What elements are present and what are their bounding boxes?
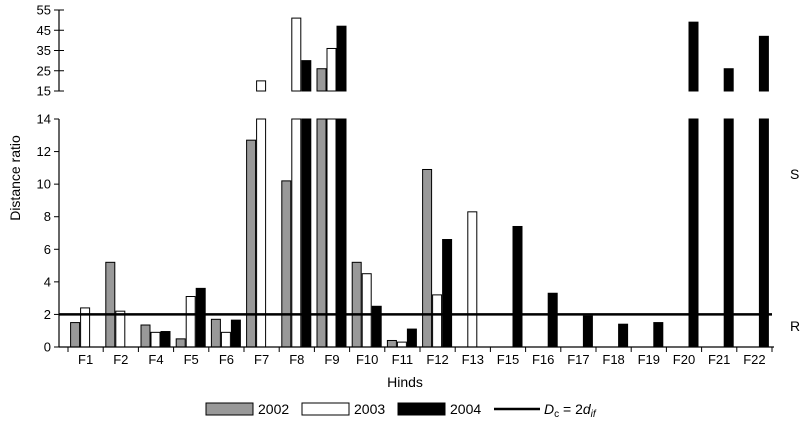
bar-f13-2003	[467, 211, 478, 348]
y-tick-label: 4	[44, 274, 51, 289]
bar-f4-2004	[160, 331, 171, 348]
bar-f6-2003	[220, 331, 231, 348]
bar-f12-2004	[442, 239, 453, 348]
bar-f22-2004-upper	[758, 35, 769, 92]
bars-layer	[70, 17, 769, 348]
bar-f18-2004	[618, 323, 629, 348]
bar-f22-2004-lower	[758, 118, 769, 348]
bar-f7-2002	[246, 139, 257, 348]
bar-f5-2004	[195, 287, 206, 348]
legend-label-2003: 2003	[354, 401, 385, 417]
y-tick-label: 55	[37, 3, 51, 18]
y-tick-label: 25	[37, 63, 51, 78]
y-tick-label: 8	[44, 209, 51, 224]
bar-f11-2003	[396, 341, 407, 348]
x-axis-title: Hinds	[387, 374, 423, 390]
legend-reference-label: Dc = 2dif	[544, 401, 597, 420]
bar-f2-2002	[105, 261, 116, 348]
bar-f10-2004	[371, 305, 382, 348]
legend-swatch-2002	[205, 402, 254, 416]
bar-f6-2002	[210, 318, 221, 348]
legend-label-2004: 2004	[450, 401, 481, 417]
y-tick-label: 35	[37, 43, 51, 58]
bar-f12-2002	[422, 168, 433, 348]
bar-f4-2003	[150, 331, 161, 348]
bar-f9-2003-upper	[326, 47, 337, 92]
x-tick-label-f5: F5	[184, 352, 199, 367]
bar-f7-2003-upper	[256, 80, 267, 92]
x-tick-label-f17: F17	[567, 352, 589, 367]
bar-f11-2002	[386, 339, 397, 348]
bar-f8-2003-lower	[291, 118, 302, 348]
y-tick-label: 12	[37, 144, 51, 159]
bar-f17-2004	[582, 315, 593, 348]
bar-f20-2004-upper	[688, 21, 699, 92]
side-label-r: R	[790, 318, 800, 334]
x-tick-label-f19: F19	[638, 352, 660, 367]
y-axis-title: Distance ratio	[7, 135, 23, 221]
x-tick-label-f1: F1	[78, 352, 93, 367]
y-tick-label: 14	[37, 112, 51, 127]
bar-f21-2004-upper	[723, 68, 734, 92]
x-tick-label-f8: F8	[289, 352, 304, 367]
bar-f8-2002	[281, 180, 292, 348]
x-tick-label-f9: F9	[324, 352, 339, 367]
bar-f11-2004	[406, 328, 417, 348]
x-tick-label-f13: F13	[462, 352, 484, 367]
y-tick-label: 10	[37, 177, 51, 192]
x-tick-label-f7: F7	[254, 352, 269, 367]
bar-f8-2004-upper	[301, 60, 312, 92]
bar-f15-2004	[512, 225, 523, 348]
x-tick-label-f20: F20	[673, 352, 695, 367]
bar-f9-2004-lower	[336, 118, 347, 348]
bar-f9-2002-lower	[316, 118, 327, 348]
legend-label-2002: 2002	[258, 401, 289, 417]
x-tick-label-f22: F22	[743, 352, 765, 367]
x-tick-label-f21: F21	[708, 352, 730, 367]
y-tick-label: 45	[37, 23, 51, 38]
axes-layer: 0 2 4 6 8 10 12 14 15 25 35 45 55 F1 F2 F4 F5 F6 F7 F8 F9 F10…	[37, 3, 774, 367]
bar-f20-2004-lower	[688, 118, 699, 348]
bar-f9-2004-upper	[336, 25, 347, 92]
bar-f8-2004-lower	[301, 118, 312, 348]
y-tick-label: 15	[37, 84, 51, 99]
x-tick-label-f18: F18	[602, 352, 624, 367]
bar-f10-2003	[361, 273, 372, 348]
bar-f5-2002	[175, 338, 186, 348]
bar-f10-2002	[351, 261, 362, 348]
bar-f7-2003-lower	[256, 118, 267, 348]
bar-f4-2002	[140, 324, 151, 348]
legend: 2002 2003 2004 Dc = 2dif	[205, 401, 597, 420]
bar-f9-2003-lower	[326, 118, 337, 348]
bar-f16-2004	[547, 292, 558, 348]
bar-f21-2004-lower	[723, 118, 734, 348]
x-tick-label-f12: F12	[426, 352, 448, 367]
y-tick-label: 2	[44, 307, 51, 322]
y-tick-label: 0	[44, 340, 51, 355]
x-tick-label-f6: F6	[219, 352, 234, 367]
legend-swatch-2004	[397, 402, 446, 416]
x-tick-label-f10: F10	[356, 352, 378, 367]
bar-f9-2002-upper	[316, 68, 327, 92]
bar-f8-2003-upper	[291, 17, 302, 92]
x-tick-label-f16: F16	[532, 352, 554, 367]
bar-f6-2004	[230, 319, 241, 348]
bar-f12-2003	[432, 294, 443, 348]
bar-f1-2002	[70, 322, 81, 348]
bar-f2-2003	[115, 310, 126, 348]
x-tick-label-f4: F4	[148, 352, 163, 367]
bar-f19-2004	[653, 322, 664, 348]
legend-swatch-2003	[301, 402, 350, 416]
side-label-s: S	[790, 166, 799, 182]
bar-f5-2003	[185, 296, 196, 348]
x-tick-label-f15: F15	[497, 352, 519, 367]
x-tick-label-f2: F2	[113, 352, 128, 367]
x-tick-label-f11: F11	[392, 352, 413, 367]
y-tick-label: 6	[44, 242, 51, 257]
